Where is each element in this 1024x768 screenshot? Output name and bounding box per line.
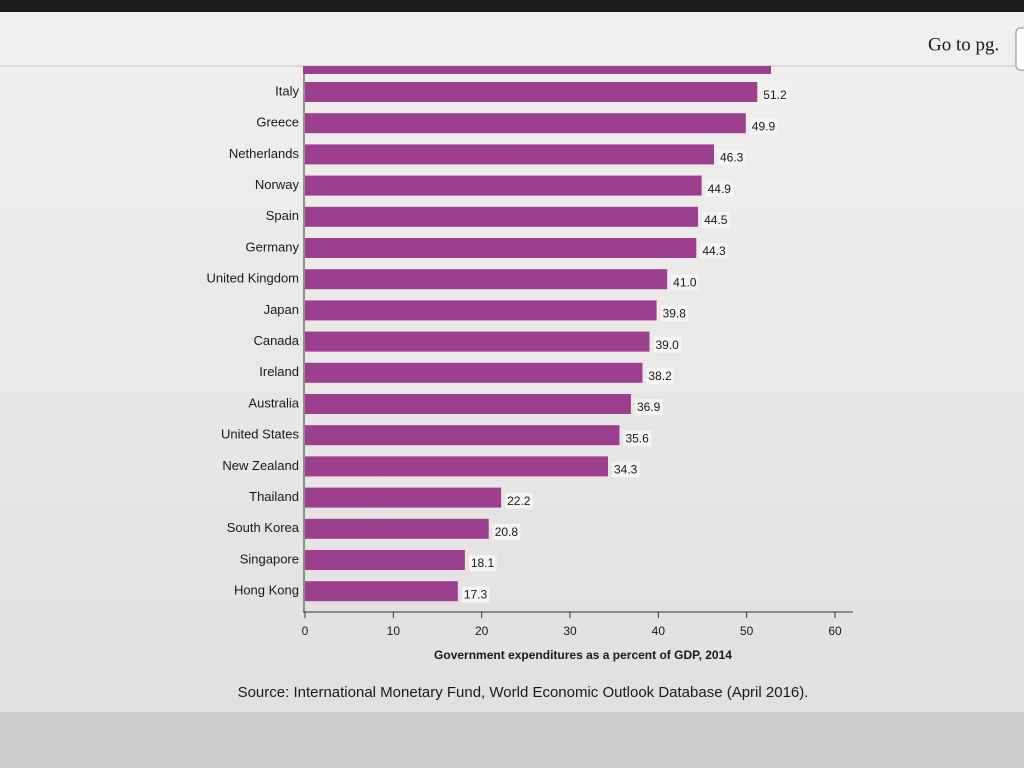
bar — [305, 331, 650, 352]
value-label: 44.5 — [704, 213, 728, 227]
bar — [305, 238, 697, 258]
bar — [305, 518, 489, 539]
bar — [305, 175, 702, 196]
value-label: 44.9 — [708, 182, 732, 196]
value-label: 17.3 — [464, 587, 488, 601]
value-label: 20.8 — [495, 525, 519, 539]
value-label-box — [702, 211, 730, 228]
value-label: 44.3 — [702, 244, 726, 258]
category-label: New Zealand — [222, 458, 299, 473]
bar — [305, 581, 458, 602]
bar — [305, 206, 699, 227]
x-tick-label: 0 — [302, 624, 309, 638]
value-label-box — [634, 399, 663, 416]
value-label: 18.1 — [471, 556, 495, 570]
value-label-box — [623, 430, 652, 447]
value-label-box — [705, 180, 734, 197]
bar — [305, 487, 502, 508]
category-label: Canada — [253, 333, 299, 348]
value-label: 35.6 — [625, 431, 649, 445]
cropped-bar — [303, 66, 771, 74]
bar — [305, 425, 620, 446]
goto-label: Go to pg. — [928, 34, 999, 55]
value-label: 51.2 — [763, 88, 787, 102]
value-label-box — [468, 555, 497, 572]
category-label: Germany — [246, 239, 300, 254]
x-tick-label: 30 — [563, 624, 577, 638]
bar — [305, 550, 465, 570]
value-label: 39.0 — [656, 338, 680, 352]
value-label: 41.0 — [673, 275, 697, 289]
value-label: 38.2 — [648, 369, 672, 383]
x-tick-label: 20 — [475, 624, 489, 638]
value-label-box — [505, 492, 533, 509]
bar — [305, 394, 631, 414]
bar — [305, 456, 608, 477]
value-label-box — [700, 243, 728, 260]
value-label: 34.3 — [614, 463, 638, 477]
category-label: Hong Kong — [234, 583, 299, 598]
category-label: United States — [221, 427, 300, 442]
bar — [305, 113, 746, 134]
x-tick-label: 60 — [828, 624, 842, 638]
value-label-box — [671, 274, 699, 291]
x-tick-label: 50 — [740, 624, 754, 638]
category-label: Australia — [248, 395, 299, 410]
x-tick-label: 40 — [652, 624, 666, 638]
category-label: Netherlands — [229, 146, 300, 161]
value-label: 36.9 — [637, 400, 661, 414]
value-label-box — [761, 87, 789, 104]
value-label: 46.3 — [720, 151, 744, 165]
bar — [305, 269, 668, 290]
bar — [305, 144, 714, 165]
bar — [305, 362, 643, 383]
category-label: South Korea — [227, 520, 300, 535]
category-label: United Kingdom — [207, 271, 300, 286]
category-label: Greece — [256, 115, 299, 130]
value-label: 39.8 — [663, 307, 687, 321]
category-label: Singapore — [240, 551, 299, 566]
category-label: Italy — [275, 83, 299, 98]
category-label: Japan — [264, 302, 299, 317]
category-label: Norway — [255, 177, 300, 192]
value-label-box — [717, 149, 746, 166]
page-input[interactable] — [1015, 27, 1024, 71]
source-note: Source: International Monetary Fund, Wor… — [238, 684, 809, 701]
value-label: 22.2 — [507, 494, 531, 508]
value-label-box — [749, 118, 778, 135]
category-label: Ireland — [259, 364, 299, 379]
value-label-box — [646, 367, 675, 384]
bar — [305, 82, 758, 102]
category-label: Spain — [266, 208, 299, 223]
value-label-box — [660, 305, 689, 322]
x-tick-label: 10 — [387, 624, 401, 638]
value-label-box — [653, 336, 682, 353]
value-label: 49.9 — [752, 119, 776, 133]
x-axis-title: Government expenditures as a percent of … — [434, 648, 732, 662]
value-label-box — [461, 586, 490, 603]
value-label-box — [492, 523, 521, 540]
screen-bezel — [0, 0, 1024, 12]
bar — [305, 300, 657, 321]
value-label-box — [611, 461, 640, 478]
category-label: Thailand — [249, 489, 299, 504]
